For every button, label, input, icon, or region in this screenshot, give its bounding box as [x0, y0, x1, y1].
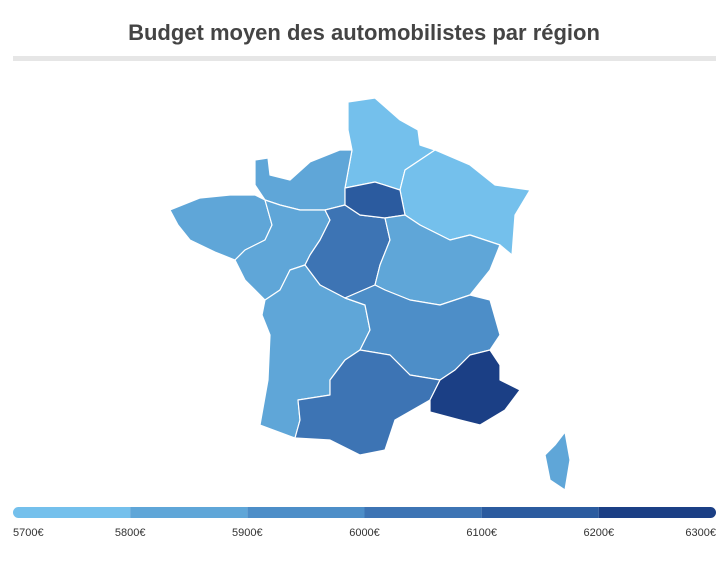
title-rule: [13, 56, 716, 61]
colorbar-tick-label: 6300€: [685, 527, 716, 539]
region: [544, 431, 571, 491]
colorbar-segment: [247, 507, 365, 518]
colorbar-tick-label: 6200€: [584, 527, 615, 539]
regions: [169, 97, 571, 491]
colorbar-tick-label: 5900€: [232, 527, 263, 539]
map-title: Budget moyen des automobilistes par régi…: [128, 20, 600, 45]
colorbar-segment: [481, 507, 599, 518]
colorbar-tick-label: 6000€: [349, 527, 380, 539]
colorbar-tick-label: 5700€: [13, 527, 44, 539]
colorbar-tick-label: 6100€: [466, 527, 497, 539]
colorbar-tick-label: 5800€: [115, 527, 146, 539]
colorbar-segment: [598, 507, 711, 518]
colorbar-segment: [364, 507, 482, 518]
region: [429, 349, 521, 426]
colorbar-segment: [18, 507, 131, 518]
legend: 5700€ 5800€ 5900€ 6000€ 6100€ 6200€ 6300€: [12, 507, 717, 539]
colorbar-segment: [130, 507, 248, 518]
